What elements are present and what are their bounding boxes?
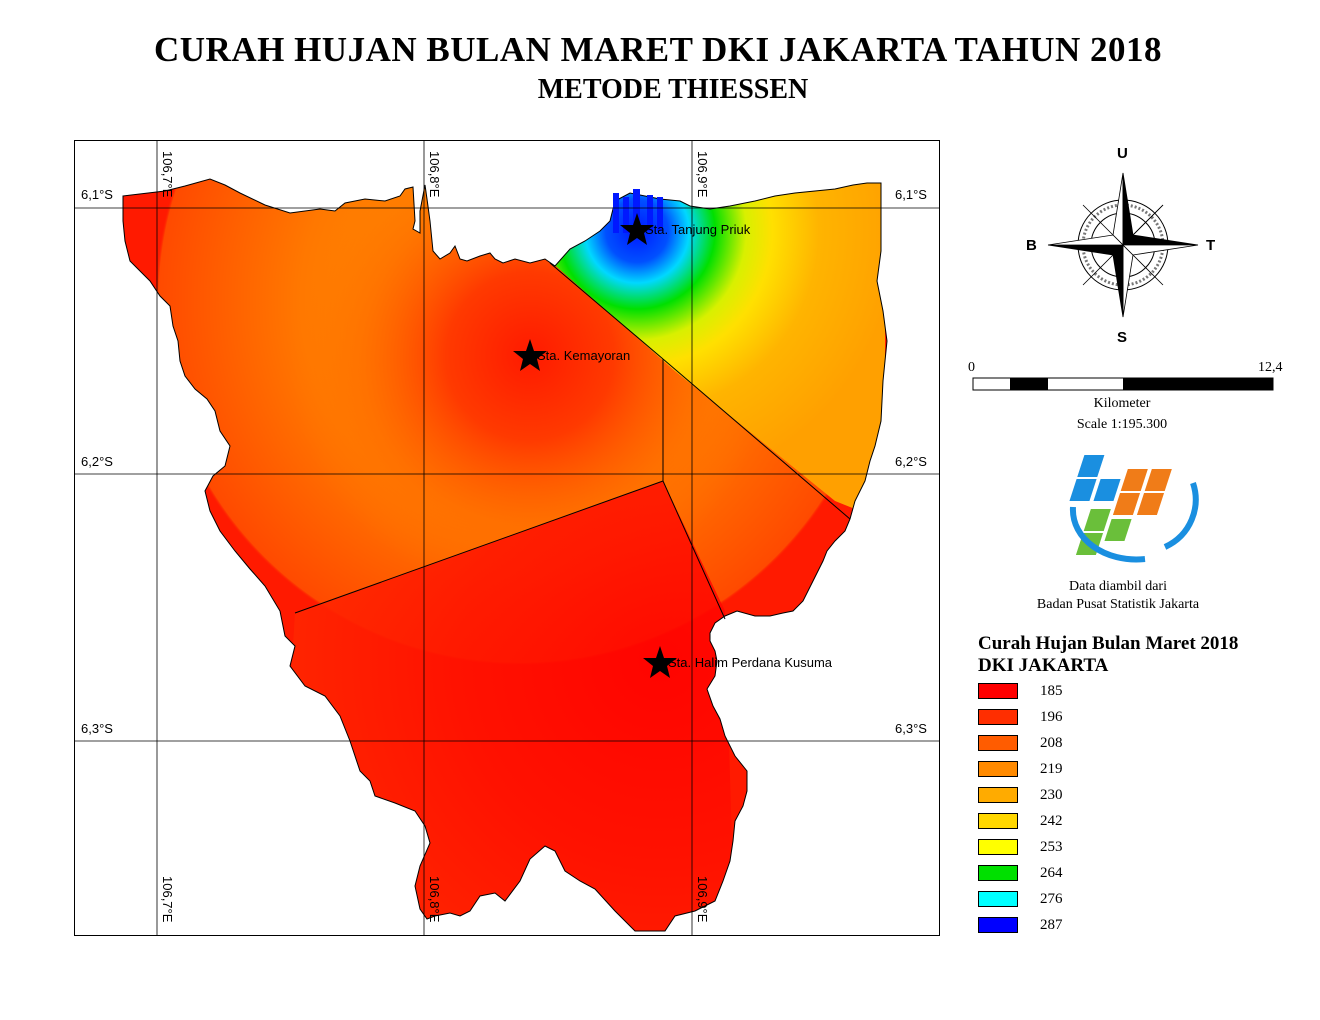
legend-value: 196: [1040, 709, 1063, 725]
legend-subtitle: DKI JAKARTA: [978, 655, 1109, 676]
legend-value: 219: [1040, 761, 1063, 777]
thiessen-polygon-lines: [294, 262, 851, 620]
station-star-tanjung-priuk: [620, 213, 654, 245]
legend-swatch: [978, 761, 1018, 777]
legend-value: 208: [1040, 735, 1063, 751]
map-frame: Sta. Tanjung Priuk Sta. Kemayoran Sta. H…: [74, 140, 940, 936]
lon-label-106-7-bottom: 106,7°E: [160, 876, 175, 923]
legend-swatch: [978, 891, 1018, 907]
legend-item: 253: [978, 837, 1178, 857]
legend-value: 185: [1040, 683, 1063, 699]
compass-rose: U S T B: [1020, 145, 1230, 350]
compass-east-label: T: [1206, 237, 1216, 254]
lon-label-106-8-bottom: 106,8°E: [427, 876, 442, 923]
legend-swatch: [978, 709, 1018, 725]
legend-swatch: [978, 865, 1018, 881]
lon-label-106-7-top: 106,7°E: [160, 151, 175, 198]
lon-label-106-9-bottom: 106,9°E: [695, 876, 710, 923]
rainfall-surface: [123, 179, 887, 931]
legend-item: 185: [978, 681, 1178, 701]
lat-label-6-3-left: 6,3°S: [81, 721, 113, 736]
scale-bar-graphic: [972, 377, 1274, 391]
legend-item: 264: [978, 863, 1178, 883]
lat-label-6-3-right: 6,3°S: [895, 721, 927, 736]
legend-swatch: [978, 683, 1018, 699]
legend-value: 253: [1040, 839, 1063, 855]
legend-swatch: [978, 735, 1018, 751]
station-markers: [513, 213, 677, 678]
harbour-piers: [613, 189, 663, 233]
scale-bar: 0 12,4 Kilometer Scale 1:195.300: [968, 360, 1290, 432]
legend-value: 264: [1040, 865, 1063, 881]
compass-south-label: S: [1117, 329, 1128, 346]
scale-end-label: 12,4: [1258, 360, 1283, 375]
scale-unit-label: Kilometer: [1093, 396, 1151, 411]
legend-item: 208: [978, 733, 1178, 753]
legend-swatch: [978, 813, 1018, 829]
source-line-2: Badan Pusat Statistik Jakarta: [1036, 597, 1200, 612]
scale-ratio-label: Scale 1:195.300: [1076, 417, 1168, 432]
source-line-1: Data diambil dari: [1069, 579, 1167, 594]
lat-label-6-1-right: 6,1°S: [895, 187, 927, 202]
legend-item: 276: [978, 889, 1178, 909]
station-label-kemayoran: Sta. Kemayoran: [537, 348, 630, 363]
legend-item: 287: [978, 915, 1178, 935]
legend-value: 287: [1040, 917, 1063, 933]
rainfall-map: Sta. Tanjung Priuk Sta. Kemayoran Sta. H…: [75, 141, 939, 935]
legend-swatch: [978, 787, 1018, 803]
jakarta-boundary: [122, 178, 888, 932]
legend-item: 219: [978, 759, 1178, 779]
bps-logo: [1045, 447, 1205, 567]
lat-label-6-1-left: 6,1°S: [81, 187, 113, 202]
legend-title: Curah Hujan Bulan Maret 2018: [978, 633, 1239, 654]
map-title: CURAH HUJAN BULAN MARET DKI JAKARTA TAHU…: [154, 30, 1162, 69]
lat-label-6-2-right: 6,2°S: [895, 454, 927, 469]
legend: Curah Hujan Bulan Maret 2018 DKI JAKARTA…: [978, 633, 1298, 937]
lat-label-6-2-left: 6,2°S: [81, 454, 113, 469]
lon-label-106-9-top: 106,9°E: [695, 151, 710, 198]
legend-item: 230: [978, 785, 1178, 805]
compass-west-label: B: [1026, 237, 1037, 254]
graticule: [75, 141, 939, 935]
legend-value: 230: [1040, 787, 1063, 803]
compass-icon: [1047, 172, 1199, 318]
data-source-note: Data diambil dari Badan Pusat Statistik …: [1000, 578, 1236, 614]
station-star-kemayoran: [513, 339, 547, 371]
station-label-tanjung-priuk: Sta. Tanjung Priuk: [645, 222, 751, 237]
legend-swatch: [978, 917, 1018, 933]
station-star-halim: [643, 646, 677, 678]
map-subtitle: METODE THIESSEN: [537, 74, 809, 105]
legend-value: 242: [1040, 813, 1063, 829]
legend-value: 276: [1040, 891, 1063, 907]
lon-label-106-8-top: 106,8°E: [427, 151, 442, 198]
bps-logo-icon: [1069, 455, 1199, 563]
legend-item: 242: [978, 811, 1178, 831]
legend-items: 185 196 208 219 230 242 253 264: [978, 681, 1298, 941]
legend-swatch: [978, 839, 1018, 855]
scale-start-label: 0: [968, 360, 975, 375]
compass-north-label: U: [1117, 145, 1128, 162]
station-label-halim: Sta. Halim Perdana Kusuma: [668, 655, 833, 670]
legend-item: 196: [978, 707, 1178, 727]
